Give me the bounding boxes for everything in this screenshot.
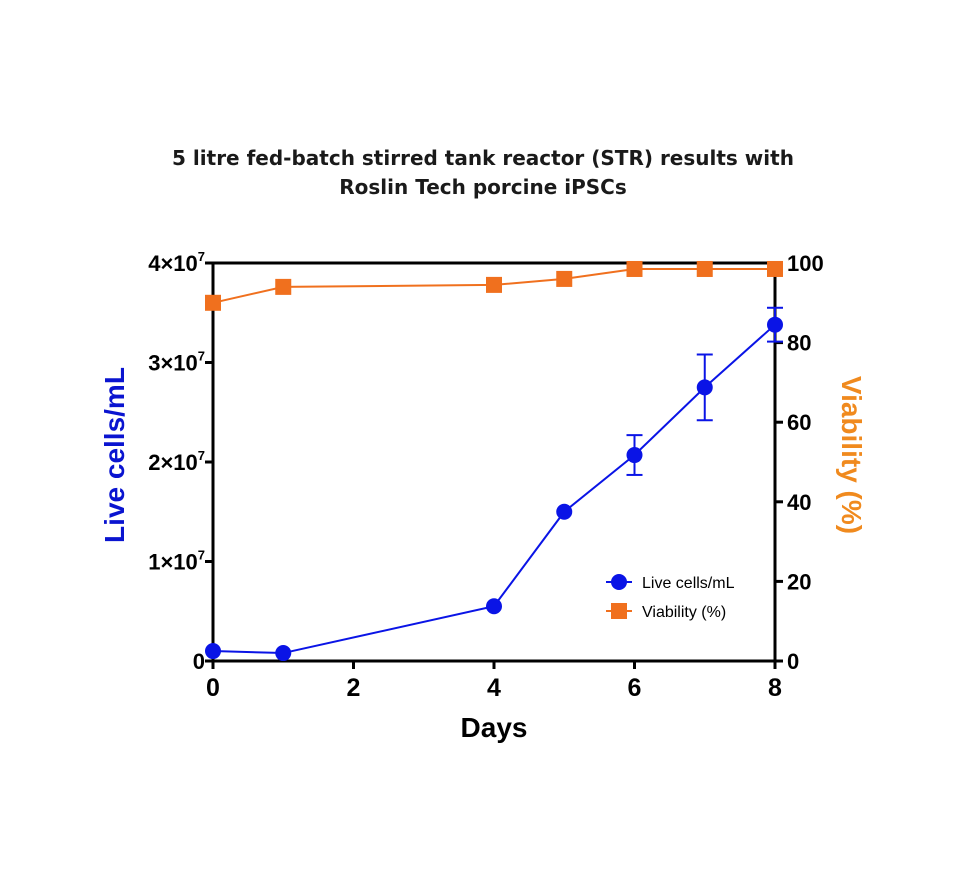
right-tick-label: 100: [787, 251, 824, 276]
data-point: [275, 645, 292, 662]
right-tick-label: 80: [787, 331, 811, 356]
right-axis-ticks: 0 20 40 60 80 100: [775, 251, 824, 674]
left-tick-label: 1×107: [148, 548, 205, 575]
data-point: [767, 260, 783, 277]
right-tick-label: 40: [787, 490, 811, 515]
series-layer: [205, 260, 783, 662]
x-tick-label: 2: [347, 674, 361, 702]
series-viability: [205, 260, 783, 311]
data-point: [696, 260, 713, 277]
data-point: [556, 270, 573, 287]
data-point: [626, 447, 643, 464]
left-tick-label: 2×107: [148, 448, 205, 475]
right-tick-label: 20: [787, 569, 811, 594]
legend-marker-circle: [611, 574, 627, 590]
right-axis-title: Viability (%): [836, 376, 867, 534]
data-point: [486, 598, 502, 615]
x-tick-label: 4: [487, 674, 501, 702]
data-point: [767, 316, 783, 333]
x-axis-title: Days: [461, 712, 528, 743]
legend-label-viability: Viability (%): [642, 604, 726, 621]
left-axis-title: Live cells/mL: [99, 367, 130, 543]
data-point: [626, 260, 643, 277]
left-tick-label: 0: [193, 649, 205, 674]
data-point: [205, 643, 221, 660]
left-axis-ticks: 0 1×107 2×107 3×107 4×107: [148, 249, 213, 674]
series-live-cells: [205, 306, 783, 662]
chart-title-line-1: 5 litre fed-batch stirred tank reactor (…: [172, 146, 794, 170]
data-point: [696, 379, 713, 396]
right-tick-label: 0: [787, 649, 799, 674]
data-point: [556, 503, 573, 520]
chart-title-line-2: Roslin Tech porcine iPSCs: [339, 175, 626, 199]
legend-label-live-cells: Live cells/mL: [642, 575, 735, 592]
legend: Live cells/mL Viability (%): [606, 574, 735, 621]
x-axis-ticks: 0 2 4 6 8: [206, 661, 782, 702]
x-tick-label: 8: [768, 674, 782, 702]
x-tick-label: 0: [206, 674, 220, 702]
x-tick-label: 6: [628, 674, 642, 702]
right-tick-label: 60: [787, 410, 811, 435]
left-tick-label: 4×107: [148, 249, 205, 276]
data-point: [275, 278, 292, 295]
data-point: [486, 276, 502, 293]
legend-item-viability: Viability (%): [606, 603, 726, 621]
data-point: [205, 294, 221, 311]
legend-marker-square: [611, 603, 627, 619]
legend-item-live-cells: Live cells/mL: [606, 574, 735, 592]
left-tick-label: 3×107: [148, 349, 205, 376]
